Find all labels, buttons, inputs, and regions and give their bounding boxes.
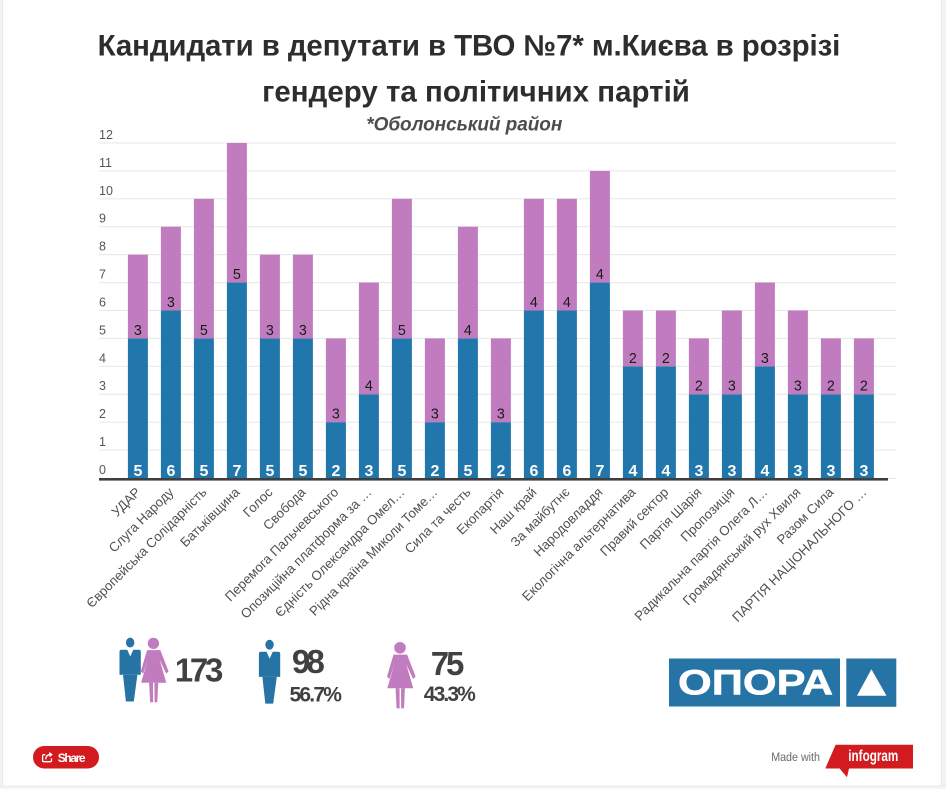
svg-text:5: 5 bbox=[265, 463, 274, 480]
svg-text:7: 7 bbox=[595, 463, 604, 480]
svg-text:2: 2 bbox=[827, 379, 835, 395]
svg-text:5: 5 bbox=[200, 323, 208, 339]
svg-text:*Оболонський район: *Оболонський район bbox=[366, 115, 563, 136]
svg-text:4: 4 bbox=[99, 351, 106, 365]
svg-text:5: 5 bbox=[233, 267, 241, 283]
svg-text:8: 8 bbox=[99, 240, 106, 254]
svg-text:0: 0 bbox=[99, 463, 106, 477]
svg-text:6: 6 bbox=[99, 296, 106, 310]
svg-text:5: 5 bbox=[397, 463, 406, 480]
svg-text:6: 6 bbox=[562, 463, 571, 480]
svg-text:9: 9 bbox=[99, 212, 106, 226]
svg-text:3: 3 bbox=[826, 463, 835, 480]
svg-text:3: 3 bbox=[99, 379, 106, 393]
svg-text:4: 4 bbox=[661, 463, 670, 480]
svg-text:3: 3 bbox=[364, 463, 373, 480]
svg-text:5: 5 bbox=[133, 463, 142, 480]
svg-text:6: 6 bbox=[166, 463, 175, 480]
svg-text:173: 173 bbox=[175, 652, 224, 689]
svg-text:7: 7 bbox=[99, 268, 106, 282]
svg-text:infogram: infogram bbox=[848, 748, 898, 765]
svg-text:4: 4 bbox=[628, 463, 637, 480]
svg-text:3: 3 bbox=[859, 463, 868, 480]
svg-text:4: 4 bbox=[596, 267, 604, 283]
svg-text:2: 2 bbox=[496, 463, 505, 480]
svg-text:3: 3 bbox=[299, 323, 307, 339]
svg-text:ОПОРА: ОПОРА bbox=[678, 663, 833, 702]
svg-text:2: 2 bbox=[430, 463, 439, 480]
svg-text:3: 3 bbox=[761, 351, 769, 367]
svg-text:3: 3 bbox=[134, 323, 142, 339]
svg-text:2: 2 bbox=[695, 379, 703, 395]
svg-text:3: 3 bbox=[694, 463, 703, 480]
svg-text:4: 4 bbox=[530, 295, 538, 311]
svg-text:Share: Share bbox=[58, 751, 86, 765]
svg-text:6: 6 bbox=[529, 463, 538, 480]
svg-text:2: 2 bbox=[331, 463, 340, 480]
svg-text:3: 3 bbox=[167, 295, 175, 311]
svg-text:3: 3 bbox=[431, 407, 439, 423]
svg-text:2: 2 bbox=[99, 407, 106, 421]
svg-text:7: 7 bbox=[232, 463, 241, 480]
svg-text:75: 75 bbox=[431, 645, 465, 682]
svg-text:3: 3 bbox=[794, 379, 802, 395]
svg-text:4: 4 bbox=[563, 295, 571, 311]
svg-text:5: 5 bbox=[199, 463, 208, 480]
svg-text:56.7%: 56.7% bbox=[290, 684, 343, 707]
svg-text:98: 98 bbox=[292, 643, 325, 680]
svg-text:5: 5 bbox=[298, 463, 307, 480]
svg-text:1: 1 bbox=[99, 435, 106, 449]
svg-text:3: 3 bbox=[793, 463, 802, 480]
svg-text:4: 4 bbox=[464, 323, 472, 339]
svg-text:2: 2 bbox=[629, 351, 637, 367]
svg-text:5: 5 bbox=[463, 463, 472, 480]
svg-text:2: 2 bbox=[662, 351, 670, 367]
svg-text:4: 4 bbox=[760, 463, 769, 480]
svg-text:5: 5 bbox=[99, 323, 106, 337]
svg-text:3: 3 bbox=[728, 379, 736, 395]
svg-text:3: 3 bbox=[332, 407, 340, 423]
svg-text:3: 3 bbox=[727, 463, 736, 480]
svg-text:3: 3 bbox=[266, 323, 274, 339]
svg-text:Кандидати в депутати в ТВО №7*: Кандидати в депутати в ТВО №7* м.Києва в… bbox=[98, 30, 841, 63]
svg-text:10: 10 bbox=[99, 184, 113, 198]
svg-text:4: 4 bbox=[365, 379, 373, 395]
svg-text:5: 5 bbox=[398, 323, 406, 339]
svg-text:12: 12 bbox=[99, 128, 113, 142]
svg-text:Made with: Made with bbox=[771, 750, 820, 764]
svg-text:43.3%: 43.3% bbox=[424, 683, 476, 706]
svg-text:3: 3 bbox=[497, 407, 505, 423]
svg-text:11: 11 bbox=[99, 156, 112, 170]
svg-text:гендеру та політичних партій: гендеру та політичних партій bbox=[262, 76, 690, 109]
svg-text:2: 2 bbox=[860, 379, 868, 395]
